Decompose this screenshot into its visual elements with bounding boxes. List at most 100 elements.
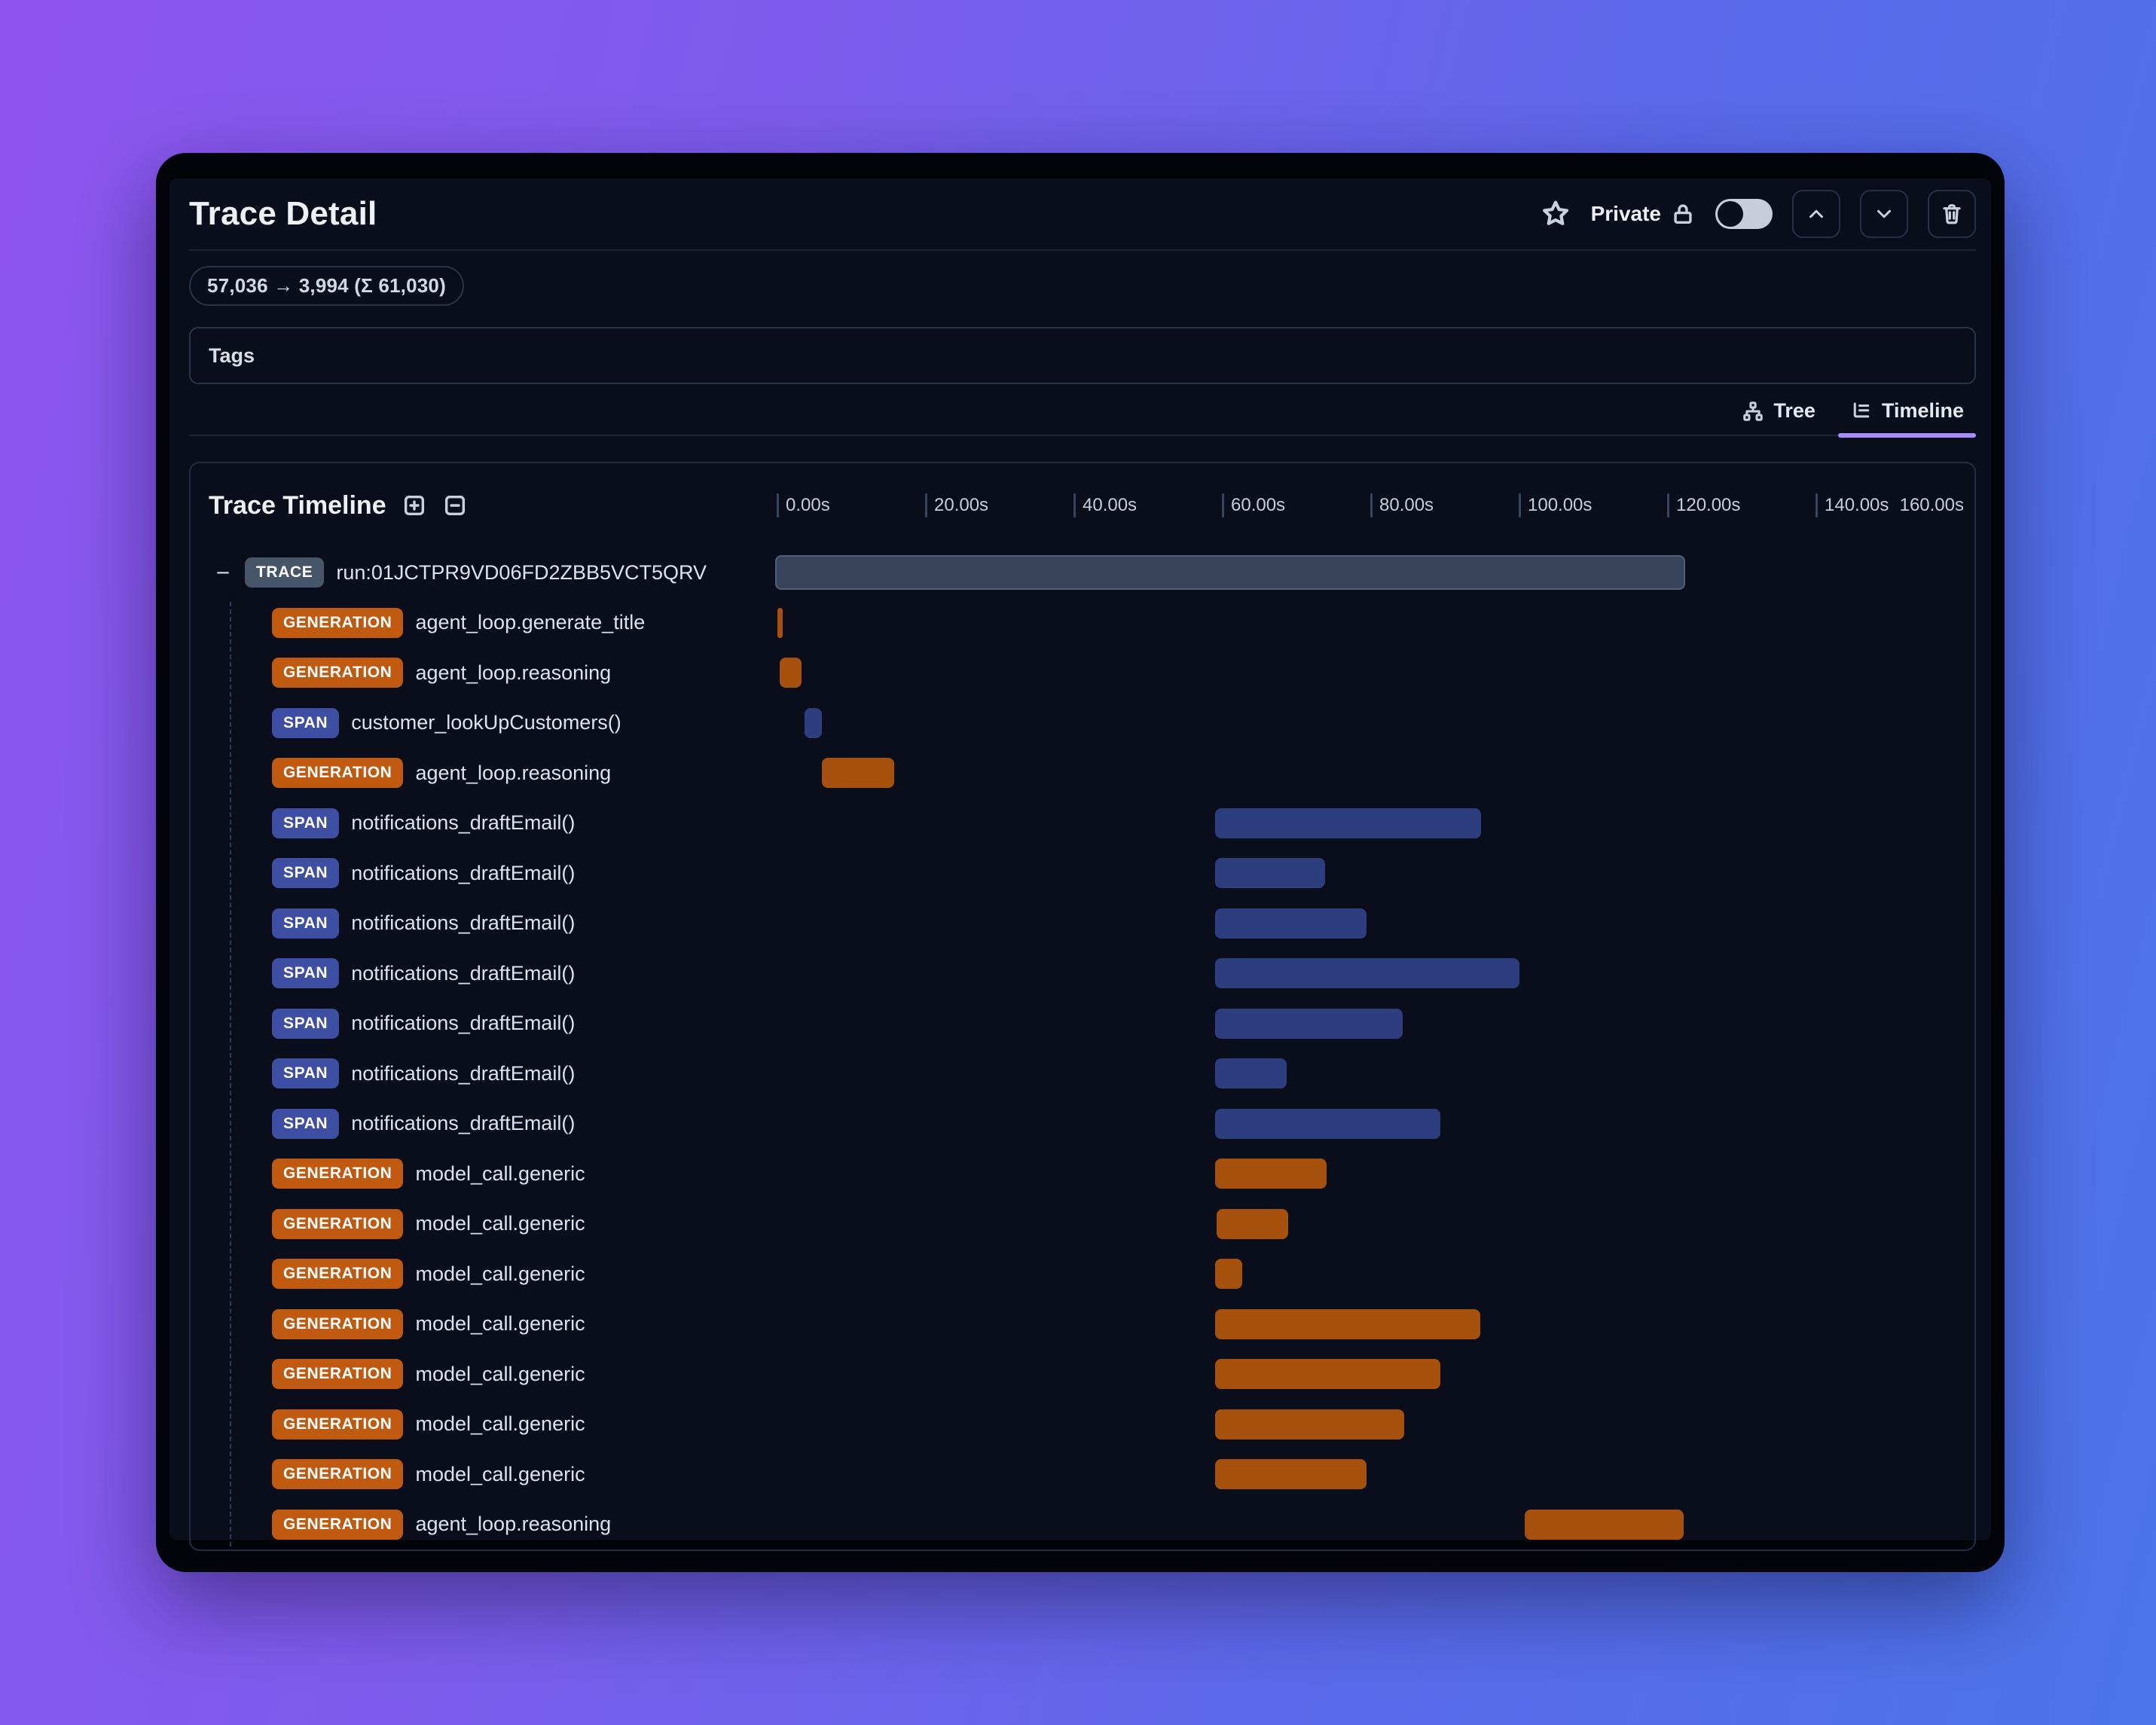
span-bar[interactable] xyxy=(1214,858,1325,889)
timeline-row[interactable]: GENERATION agent_loop.reasoning xyxy=(191,648,1974,698)
row-track xyxy=(775,1199,1964,1250)
row-track xyxy=(775,1449,1964,1500)
chevron-up-icon xyxy=(1809,209,1823,218)
axis-tick-line xyxy=(1370,493,1373,518)
timeline-row[interactable]: SPAN notifications_draftEmail() xyxy=(191,1099,1974,1149)
row-label: GENERATION model_call.generic xyxy=(191,1459,775,1490)
row-label: GENERATION model_call.generic xyxy=(191,1409,775,1440)
trace-timeline-panel: Trace Timeline 0.00s 20.00s 40.00s 60.00s 80… xyxy=(189,462,1976,1551)
generation-bar[interactable] xyxy=(1214,1159,1327,1189)
generation-bar[interactable] xyxy=(1214,1308,1480,1339)
trace-bar[interactable] xyxy=(775,555,1686,591)
tags-input[interactable]: Tags xyxy=(189,327,1976,384)
axis-tick-label: 40.00s xyxy=(1083,495,1138,515)
expand-all-icon xyxy=(404,495,424,516)
timeline-row[interactable]: GENERATION agent_loop.generate_title xyxy=(191,598,1974,649)
timeline-row[interactable]: GENERATION model_call.generic xyxy=(191,1249,1974,1299)
row-track xyxy=(775,1299,1964,1350)
timeline-row[interactable]: GENERATION model_call.generic xyxy=(191,1349,1974,1400)
observation-name: model_call.generic xyxy=(415,1462,585,1485)
timeline-row[interactable]: SPAN notifications_draftEmail() xyxy=(191,948,1974,999)
delete-trace-button[interactable] xyxy=(1928,190,1976,238)
collapse-all-icon xyxy=(444,495,465,516)
generation-bar[interactable] xyxy=(777,607,783,638)
row-track xyxy=(775,1500,1964,1550)
generation-bar[interactable] xyxy=(779,658,802,688)
row-label: GENERATION agent_loop.reasoning xyxy=(191,658,775,688)
observation-name: notifications_draftEmail() xyxy=(351,911,576,935)
span-badge: SPAN xyxy=(272,1058,340,1089)
row-label: SPAN notifications_draftEmail() xyxy=(191,1008,775,1039)
collapse-toggle[interactable]: − xyxy=(215,559,231,587)
axis-tick-label: 100.00s xyxy=(1528,495,1593,515)
axis-tick-line xyxy=(925,493,927,518)
span-bar[interactable] xyxy=(805,707,823,738)
timeline-row[interactable]: GENERATION model_call.generic xyxy=(191,1199,1974,1250)
generation-badge: GENERATION xyxy=(272,758,404,789)
row-track xyxy=(775,748,1964,798)
privacy-setting: Private xyxy=(1591,201,1696,227)
timeline-row[interactable]: SPAN notifications_draftEmail() xyxy=(191,899,1974,949)
timeline-row[interactable]: GENERATION agent_loop.reasoning xyxy=(191,1500,1974,1550)
tab-timeline[interactable]: Timeline xyxy=(1837,392,1977,438)
star-icon[interactable] xyxy=(1540,198,1571,230)
chevron-down-icon xyxy=(1877,209,1891,218)
observation-name: model_call.generic xyxy=(415,1162,585,1185)
row-label: SPAN notifications_draftEmail() xyxy=(191,908,775,939)
generation-bar[interactable] xyxy=(1214,1459,1367,1490)
span-bar[interactable] xyxy=(1214,808,1481,838)
span-bar[interactable] xyxy=(1214,1108,1440,1139)
tree-icon xyxy=(1743,401,1764,421)
axis-tick-line xyxy=(1073,493,1076,518)
timeline-row[interactable]: GENERATION model_call.generic xyxy=(191,1299,1974,1350)
previous-trace-button[interactable] xyxy=(1792,190,1840,238)
observation-name: agent_loop.reasoning xyxy=(415,761,612,784)
timeline-row[interactable]: SPAN notifications_draftEmail() xyxy=(191,999,1974,1049)
generation-bar[interactable] xyxy=(1214,1359,1440,1390)
row-label: GENERATION model_call.generic xyxy=(191,1308,775,1339)
generation-bar[interactable] xyxy=(1214,1409,1405,1440)
next-trace-button[interactable] xyxy=(1860,190,1908,238)
timeline-row[interactable]: GENERATION model_call.generic xyxy=(191,1149,1974,1199)
timeline-row[interactable]: SPAN notifications_draftEmail() xyxy=(191,848,1974,899)
generation-bar[interactable] xyxy=(1214,1259,1243,1290)
observation-name: customer_lookUpCustomers() xyxy=(351,711,621,734)
timeline-row[interactable]: GENERATION model_call.generic xyxy=(191,1400,1974,1450)
row-track xyxy=(775,548,1964,598)
timeline-row[interactable]: GENERATION model_call.generic xyxy=(191,1449,1974,1500)
trace-detail-window: Trace Detail Private xyxy=(156,153,2005,1572)
timeline-row[interactable]: SPAN notifications_draftEmail() xyxy=(191,798,1974,849)
generation-bar[interactable] xyxy=(1525,1509,1684,1540)
span-badge: SPAN xyxy=(272,1108,340,1139)
collapse-all-button[interactable] xyxy=(442,493,468,518)
privacy-label: Private xyxy=(1590,202,1661,225)
token-usage-badge: 57,036 → 3,994 (Σ 61,030) xyxy=(189,266,464,306)
privacy-toggle[interactable] xyxy=(1715,199,1773,229)
row-track xyxy=(775,948,1964,999)
span-bar[interactable] xyxy=(1214,958,1520,989)
generation-bar[interactable] xyxy=(822,758,894,789)
observation-name: agent_loop.reasoning xyxy=(415,1513,612,1536)
expand-all-button[interactable] xyxy=(402,493,427,518)
span-bar[interactable] xyxy=(1214,908,1367,939)
row-track xyxy=(775,1099,1964,1149)
timeline-row[interactable]: SPAN notifications_draftEmail() xyxy=(191,1049,1974,1099)
span-bar[interactable] xyxy=(1214,1058,1287,1089)
header-controls: Private xyxy=(1540,190,1976,238)
timeline-row[interactable]: SPAN customer_lookUpCustomers() xyxy=(191,698,1974,749)
row-label: SPAN notifications_draftEmail() xyxy=(191,1108,775,1139)
page-title: Trace Detail xyxy=(189,195,377,232)
generation-bar[interactable] xyxy=(1216,1208,1288,1239)
row-track xyxy=(775,698,1964,749)
timeline-row[interactable]: GENERATION agent_loop.reasoning xyxy=(191,748,1974,798)
axis-tick: 140.00s xyxy=(1815,493,1889,518)
generation-badge: GENERATION xyxy=(272,658,404,688)
row-label: SPAN notifications_draftEmail() xyxy=(191,808,775,838)
axis-tick: 40.00s xyxy=(1073,493,1137,518)
span-bar[interactable] xyxy=(1214,1008,1403,1039)
row-track xyxy=(775,1049,1964,1099)
trace-timeline-title: Trace Timeline xyxy=(209,490,386,520)
timeline-row[interactable]: − TRACE run:01JCTPR9VD06FD2ZBB5VCT5QRV xyxy=(191,548,1974,598)
observation-name: notifications_draftEmail() xyxy=(351,1112,576,1135)
tab-tree[interactable]: Tree xyxy=(1730,392,1828,435)
